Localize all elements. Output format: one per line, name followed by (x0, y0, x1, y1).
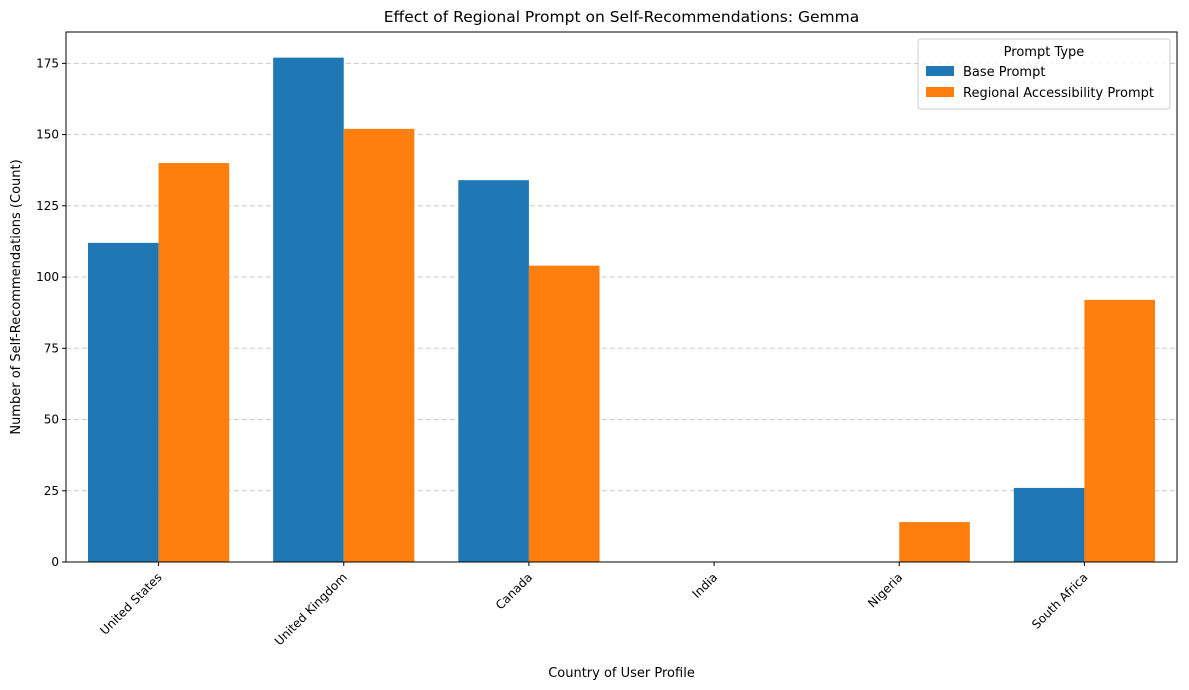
y-axis-label: Number of Self-Recommendations (Count) (9, 159, 24, 434)
bar-regional-south-africa (1084, 299, 1156, 562)
y-tick-label: 0 (51, 555, 59, 569)
y-tick-label: 25 (44, 484, 59, 498)
y-tick-label: 125 (36, 199, 59, 213)
bar-base-united-kingdom (273, 57, 344, 562)
x-tick-label: Nigeria (865, 570, 905, 610)
x-tick-label: United States (97, 570, 164, 637)
legend-swatch (926, 87, 954, 97)
bar-base-south-africa (1013, 487, 1085, 562)
bar-regional-nigeria (899, 522, 970, 562)
x-tick-label: United Kingdom (272, 570, 350, 648)
plot-frame (65, 31, 1178, 563)
chart-title: Effect of Regional Prompt on Self-Recomm… (384, 8, 860, 26)
y-tick-label: 50 (44, 413, 59, 427)
x-axis-ticks: United States United Kingdom Canada India Ni… (97, 562, 1091, 648)
legend: Prompt Type Base Prompt Regional Accessib… (917, 38, 1171, 110)
bar-base-canada (458, 180, 529, 562)
legend-label: Base Prompt (963, 65, 1045, 80)
bars (87, 57, 1156, 563)
bar-regional-united-kingdom (343, 128, 415, 562)
y-tick-label: 100 (36, 270, 59, 284)
legend-label: Regional Accessibility Prompt (963, 86, 1154, 101)
x-axis-label: Country of User Profile (548, 666, 695, 681)
bar-regional-united-states (158, 163, 230, 563)
grid-lines (66, 62, 1177, 492)
x-tick-label: South Africa (1029, 570, 1090, 631)
legend-items: Base Prompt Regional Accessibility Prompt (926, 65, 1154, 101)
bar-regional-canada (528, 265, 600, 562)
x-tick-label: India (689, 570, 720, 601)
y-axis-ticks: 0 25 50 75 100 125 150 175 (36, 56, 66, 569)
legend-title: Prompt Type (1004, 45, 1085, 60)
y-tick-label: 150 (36, 128, 59, 142)
legend-swatch (926, 66, 954, 76)
legend-box (917, 38, 1171, 110)
y-tick-label: 175 (36, 56, 59, 70)
x-tick-label: Canada (493, 570, 535, 612)
bar-base-united-states (87, 242, 159, 562)
y-tick-label: 75 (44, 341, 59, 355)
